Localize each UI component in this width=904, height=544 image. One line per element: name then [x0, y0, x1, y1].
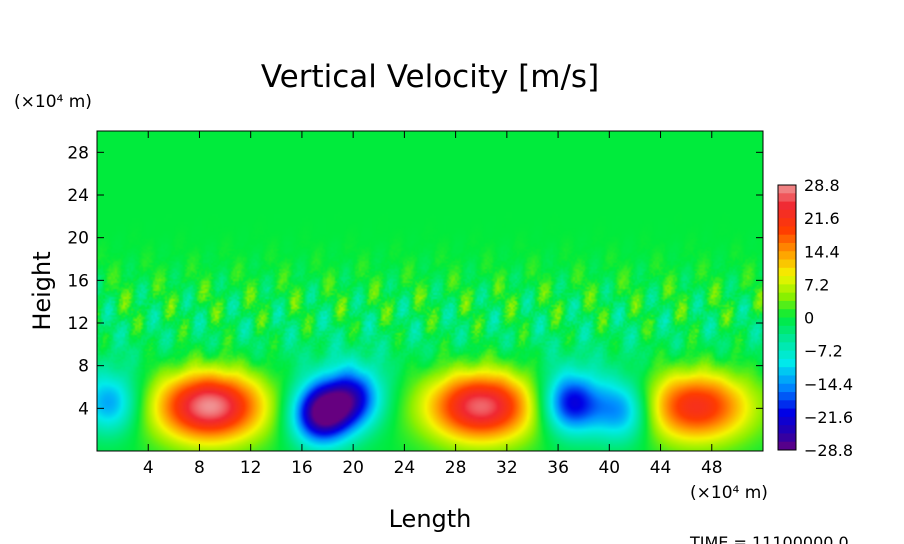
x-axis-label: Length	[389, 505, 472, 533]
colorbar-band	[778, 218, 796, 227]
time-label: TIME = 11100000.0	[689, 533, 849, 544]
x-ticks: 4 8 12 16 20 24 28 32 36 40 44 48	[143, 131, 723, 478]
colorbar-band	[778, 292, 796, 302]
colorbar-band	[778, 350, 796, 360]
colorbar-band	[778, 193, 796, 202]
x-axis-unit: (×10⁴ m)	[690, 483, 768, 503]
colorbar-band	[778, 342, 796, 352]
colorbar-band	[778, 325, 796, 335]
colorbar-band	[778, 441, 796, 451]
colorbar-band	[778, 309, 796, 318]
x-tick-label: 32	[496, 458, 518, 478]
x-tick-label: 4	[143, 458, 154, 478]
y-tick-label: 8	[78, 357, 89, 377]
x-tick-label: 44	[650, 458, 672, 478]
y-tick-label: 12	[67, 314, 89, 334]
colorbar-band	[778, 209, 796, 219]
colorbar-band	[778, 416, 796, 426]
heatmap-field	[97, 131, 763, 451]
colorbar-band	[778, 242, 796, 252]
colorbar-ticks: 28.8 21.6 14.4 7.2 0 −7.2 −14.4 −21.6 −28.8	[804, 176, 853, 460]
colorbar-band	[778, 276, 796, 285]
colorbar-band	[778, 226, 796, 236]
x-tick-label: 28	[445, 458, 467, 478]
colorbar-band	[778, 259, 796, 269]
colorbar-bands	[778, 185, 796, 451]
colorbar-band	[778, 300, 796, 310]
colorbar-tick-label: −28.8	[804, 441, 853, 460]
colorbar: 28.8 21.6 14.4 7.2 0 −7.2 −14.4 −21.6 −28.8	[777, 176, 853, 460]
y-tick-label: 28	[67, 143, 89, 163]
x-tick-label: 36	[547, 458, 569, 478]
colorbar-tick-label: 7.2	[804, 275, 829, 294]
x-tick-label: 8	[194, 458, 205, 478]
colorbar-tick-label: 0	[804, 309, 814, 328]
colorbar-band	[778, 317, 796, 327]
y-axis-label: Height	[28, 251, 56, 330]
colorbar-band	[778, 251, 796, 260]
x-tick-label: 48	[701, 458, 723, 478]
y-ticks: 4 8 12 16 20 24 28	[67, 143, 763, 419]
x-tick-label: 16	[291, 458, 313, 478]
colorbar-tick-label: 28.8	[804, 176, 840, 195]
colorbar-band	[778, 201, 796, 211]
colorbar-frame	[777, 184, 797, 451]
colorbar-tick-label: 14.4	[804, 242, 840, 261]
colorbar-tick-label: −14.4	[804, 375, 853, 394]
y-axis-unit: (×10⁴ m)	[14, 92, 92, 112]
colorbar-band	[778, 375, 796, 385]
colorbar-band	[778, 334, 796, 343]
colorbar-band	[778, 400, 796, 409]
plot-frame	[96, 130, 764, 452]
y-tick-label: 16	[67, 271, 89, 291]
colorbar-band	[778, 383, 796, 393]
x-tick-label: 24	[394, 458, 416, 478]
colorbar-tick-label: −7.2	[804, 342, 843, 361]
y-tick-label: 4	[78, 399, 89, 419]
chart-title: Vertical Velocity [m/s]	[261, 59, 599, 95]
colorbar-band	[778, 433, 796, 443]
colorbar-band	[778, 358, 796, 368]
y-tick-label: 24	[67, 186, 89, 206]
x-tick-label: 20	[342, 458, 364, 478]
colorbar-band	[778, 234, 796, 244]
colorbar-band	[778, 267, 796, 277]
colorbar-band	[778, 425, 796, 434]
x-tick-label: 12	[240, 458, 262, 478]
colorbar-tick-label: 21.6	[804, 209, 840, 228]
y-tick-label: 20	[67, 229, 89, 249]
colorbar-band	[778, 284, 796, 294]
x-tick-label: 40	[598, 458, 620, 478]
colorbar-band	[778, 408, 796, 418]
colorbar-band	[778, 392, 796, 401]
colorbar-tick-label: −21.6	[804, 408, 853, 427]
colorbar-band	[778, 185, 796, 194]
colorbar-band	[778, 367, 796, 376]
